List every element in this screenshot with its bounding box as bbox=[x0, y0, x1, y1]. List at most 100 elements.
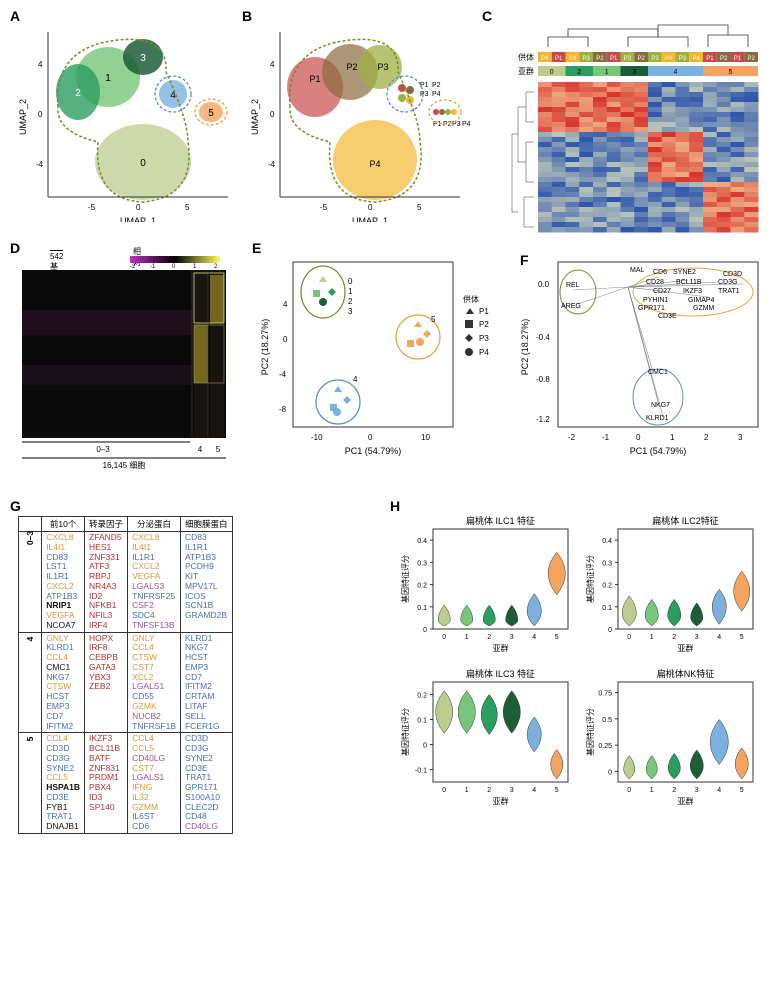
svg-text:UMAP_1: UMAP_1 bbox=[120, 216, 156, 222]
svg-text:MAL: MAL bbox=[630, 267, 645, 274]
svg-text:NKG7: NKG7 bbox=[651, 402, 670, 409]
svg-text:P3: P3 bbox=[377, 62, 388, 72]
panel-c: C 供体 P4P1P4P3P2P1P3P2P3P4P3P4P1P2P1P2 亚群… bbox=[488, 12, 768, 245]
svg-text:0.4: 0.4 bbox=[417, 538, 427, 545]
svg-text:0.3: 0.3 bbox=[417, 560, 427, 567]
svg-text:0.25: 0.25 bbox=[598, 743, 612, 750]
svg-text:扁桃体NK特征: 扁桃体NK特征 bbox=[657, 668, 715, 679]
svg-text:P1: P1 bbox=[706, 56, 714, 62]
svg-text:CD3G: CD3G bbox=[718, 279, 737, 286]
svg-text:0: 0 bbox=[423, 743, 427, 750]
svg-text:0.2: 0.2 bbox=[417, 583, 427, 590]
svg-text:-4: -4 bbox=[36, 160, 44, 169]
svg-text:0: 0 bbox=[608, 769, 612, 776]
svg-text:P3: P3 bbox=[452, 121, 461, 128]
svg-text:0.3: 0.3 bbox=[602, 560, 612, 567]
svg-text:3: 3 bbox=[348, 307, 353, 316]
umap-plot-b: P1 P2 P3 P4 P1P2 P3P4 P1P2 P3P4 -505 -40… bbox=[250, 22, 470, 222]
cluster-blob-0: 0 bbox=[95, 124, 191, 200]
svg-text:3: 3 bbox=[695, 634, 699, 641]
svg-text:5: 5 bbox=[431, 315, 436, 324]
svg-text:0: 0 bbox=[627, 634, 631, 641]
svg-text:P4: P4 bbox=[479, 348, 489, 357]
svg-text:0: 0 bbox=[283, 335, 288, 344]
svg-text:1: 1 bbox=[650, 787, 654, 794]
heatmap-d: 0–3 4 5 16,145 细胞 bbox=[18, 270, 230, 470]
svg-text:5: 5 bbox=[729, 69, 733, 76]
svg-text:P4: P4 bbox=[462, 121, 470, 128]
svg-text:5: 5 bbox=[185, 203, 190, 212]
svg-text:P2: P2 bbox=[346, 62, 357, 72]
svg-text:P1: P1 bbox=[433, 121, 442, 128]
svg-text:基因特征评分: 基因特征评分 bbox=[400, 555, 410, 603]
svg-text:P3: P3 bbox=[624, 56, 632, 62]
svg-text:0: 0 bbox=[442, 787, 446, 794]
svg-text:-2: -2 bbox=[130, 264, 136, 268]
svg-text:4: 4 bbox=[717, 787, 721, 794]
svg-text:4: 4 bbox=[353, 375, 358, 384]
svg-text:0: 0 bbox=[172, 264, 176, 268]
svg-text:1: 1 bbox=[670, 433, 675, 442]
panel-e-label: E bbox=[252, 240, 261, 256]
svg-text:KLRD1: KLRD1 bbox=[646, 415, 669, 422]
svg-text:AREG: AREG bbox=[561, 303, 581, 310]
svg-text:2: 2 bbox=[348, 297, 353, 306]
svg-text:供体: 供体 bbox=[463, 294, 479, 304]
svg-text:P1: P1 bbox=[309, 74, 320, 84]
svg-text:IKZF3: IKZF3 bbox=[683, 288, 702, 295]
svg-text:P3: P3 bbox=[679, 56, 687, 62]
svg-text:5: 5 bbox=[417, 203, 422, 212]
svg-text:0: 0 bbox=[136, 203, 141, 212]
panel-c-label: C bbox=[482, 8, 492, 24]
svg-text:PC2 (18.27%): PC2 (18.27%) bbox=[520, 319, 530, 376]
svg-text:P2: P2 bbox=[720, 56, 728, 62]
panel-a-label: A bbox=[10, 8, 20, 24]
svg-text:4: 4 bbox=[717, 634, 721, 641]
svg-text:2: 2 bbox=[704, 433, 709, 442]
violin-3: 00.250.50.75012345扁桃体NK特征基因特征评分亚群 bbox=[583, 667, 758, 802]
svg-text:4: 4 bbox=[674, 69, 678, 76]
svg-text:1: 1 bbox=[465, 634, 469, 641]
svg-text:CD6: CD6 bbox=[653, 269, 667, 276]
svg-text:2: 2 bbox=[214, 264, 218, 268]
svg-text:4: 4 bbox=[532, 787, 536, 794]
svg-text:P2: P2 bbox=[596, 56, 604, 62]
svg-text:0: 0 bbox=[608, 627, 612, 634]
svg-text:4: 4 bbox=[198, 445, 203, 454]
svg-text:P1: P1 bbox=[555, 56, 563, 62]
svg-text:CD3D: CD3D bbox=[723, 271, 742, 278]
svg-text:5: 5 bbox=[555, 634, 559, 641]
svg-text:1: 1 bbox=[650, 634, 654, 641]
svg-text:5: 5 bbox=[555, 787, 559, 794]
panel-d-label: D bbox=[10, 240, 20, 256]
svg-text:-2: -2 bbox=[568, 433, 576, 442]
svg-text:0: 0 bbox=[423, 627, 427, 634]
svg-text:5: 5 bbox=[208, 108, 214, 119]
svg-text:亚群: 亚群 bbox=[678, 796, 694, 806]
svg-text:CD27: CD27 bbox=[653, 288, 671, 295]
svg-text:PYHIN1: PYHIN1 bbox=[643, 297, 668, 304]
panel-e: E 0123 54 -10010 -8-404 PC1 (54.79%) PC2… bbox=[258, 252, 518, 465]
svg-text:3: 3 bbox=[510, 634, 514, 641]
svg-text:2: 2 bbox=[487, 787, 491, 794]
svg-text:5: 5 bbox=[740, 634, 744, 641]
svg-text:4: 4 bbox=[532, 634, 536, 641]
svg-text:0: 0 bbox=[368, 203, 373, 212]
svg-text:P3: P3 bbox=[582, 56, 590, 62]
violin-2: -0.100.10.2012345扁桃体 ILC3 特征基因特征评分亚群 bbox=[398, 667, 573, 802]
panel-b-label: B bbox=[242, 8, 252, 24]
svg-text:-1.2: -1.2 bbox=[536, 415, 550, 424]
svg-text:0.75: 0.75 bbox=[598, 691, 612, 698]
svg-text:PC1 (54.79%): PC1 (54.79%) bbox=[630, 446, 687, 456]
svg-text:P2: P2 bbox=[637, 56, 645, 62]
svg-text:0: 0 bbox=[442, 634, 446, 641]
svg-text:P3: P3 bbox=[479, 334, 489, 343]
svg-text:2: 2 bbox=[75, 88, 81, 99]
svg-text:GIMAP4: GIMAP4 bbox=[688, 297, 715, 304]
panel-f: F RELAREG MALCD6SYNE2CD3D CD28BCL11BCD3G bbox=[520, 252, 770, 465]
svg-text:2: 2 bbox=[672, 787, 676, 794]
panel-g: G 前10个转录因子分泌蛋白细胞膜蛋白0–3CXCL8IL4I1CD83LST1… bbox=[18, 502, 233, 834]
svg-text:UMAP_2: UMAP_2 bbox=[250, 99, 260, 135]
svg-text:3: 3 bbox=[738, 433, 743, 442]
svg-text:P2: P2 bbox=[479, 320, 489, 329]
